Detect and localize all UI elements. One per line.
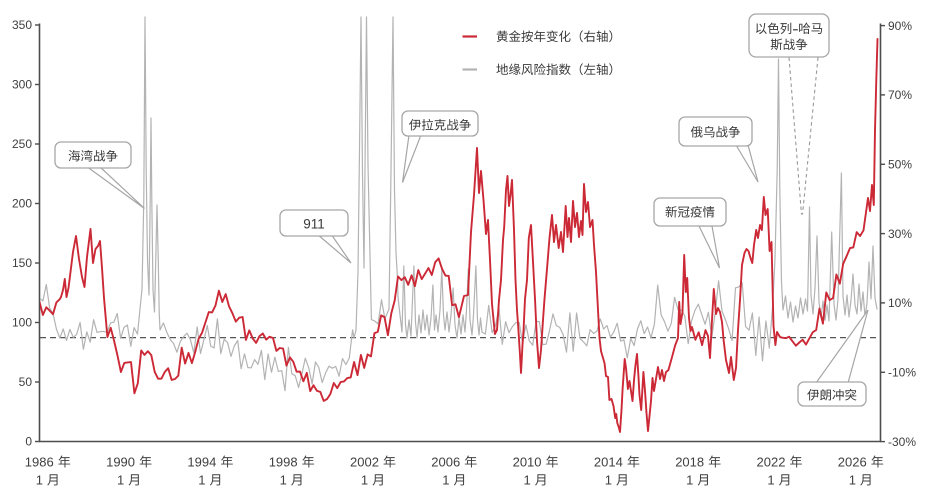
svg-text:-30%: -30% bbox=[888, 435, 916, 449]
svg-text:2006: 2006 bbox=[431, 455, 460, 470]
svg-text:2014: 2014 bbox=[594, 455, 623, 470]
svg-text:0: 0 bbox=[25, 435, 32, 449]
svg-text:150: 150 bbox=[12, 256, 32, 270]
svg-text:1: 1 bbox=[686, 473, 693, 488]
svg-text:50: 50 bbox=[19, 375, 33, 389]
svg-text:90%: 90% bbox=[888, 19, 912, 33]
svg-text:2010: 2010 bbox=[513, 455, 542, 470]
svg-text:2026: 2026 bbox=[838, 455, 867, 470]
svg-text:10%: 10% bbox=[888, 296, 912, 310]
svg-text:350: 350 bbox=[12, 18, 32, 32]
svg-text:250: 250 bbox=[12, 137, 32, 151]
svg-text:2018: 2018 bbox=[675, 455, 704, 470]
svg-text:1994: 1994 bbox=[187, 455, 216, 470]
svg-text:1: 1 bbox=[117, 473, 124, 488]
svg-text:1986: 1986 bbox=[25, 455, 54, 470]
svg-text:1: 1 bbox=[767, 473, 774, 488]
svg-text:1990: 1990 bbox=[106, 455, 135, 470]
svg-text:1: 1 bbox=[849, 473, 856, 488]
svg-text:2022: 2022 bbox=[757, 455, 786, 470]
svg-text:200: 200 bbox=[12, 197, 32, 211]
svg-text:2002: 2002 bbox=[350, 455, 379, 470]
svg-text:100: 100 bbox=[12, 316, 32, 330]
svg-text:-10%: -10% bbox=[888, 366, 916, 380]
svg-text:1998: 1998 bbox=[269, 455, 298, 470]
svg-text:30%: 30% bbox=[888, 227, 912, 241]
svg-text:1: 1 bbox=[524, 473, 531, 488]
svg-text:1: 1 bbox=[198, 473, 205, 488]
svg-text:1: 1 bbox=[280, 473, 287, 488]
svg-text:1: 1 bbox=[605, 473, 612, 488]
svg-text:50%: 50% bbox=[888, 158, 912, 172]
svg-text:300: 300 bbox=[12, 78, 32, 92]
svg-text:1: 1 bbox=[442, 473, 449, 488]
svg-text:911: 911 bbox=[303, 217, 325, 232]
svg-text:70%: 70% bbox=[888, 88, 912, 102]
svg-text:1: 1 bbox=[361, 473, 368, 488]
svg-text:1: 1 bbox=[36, 473, 43, 488]
